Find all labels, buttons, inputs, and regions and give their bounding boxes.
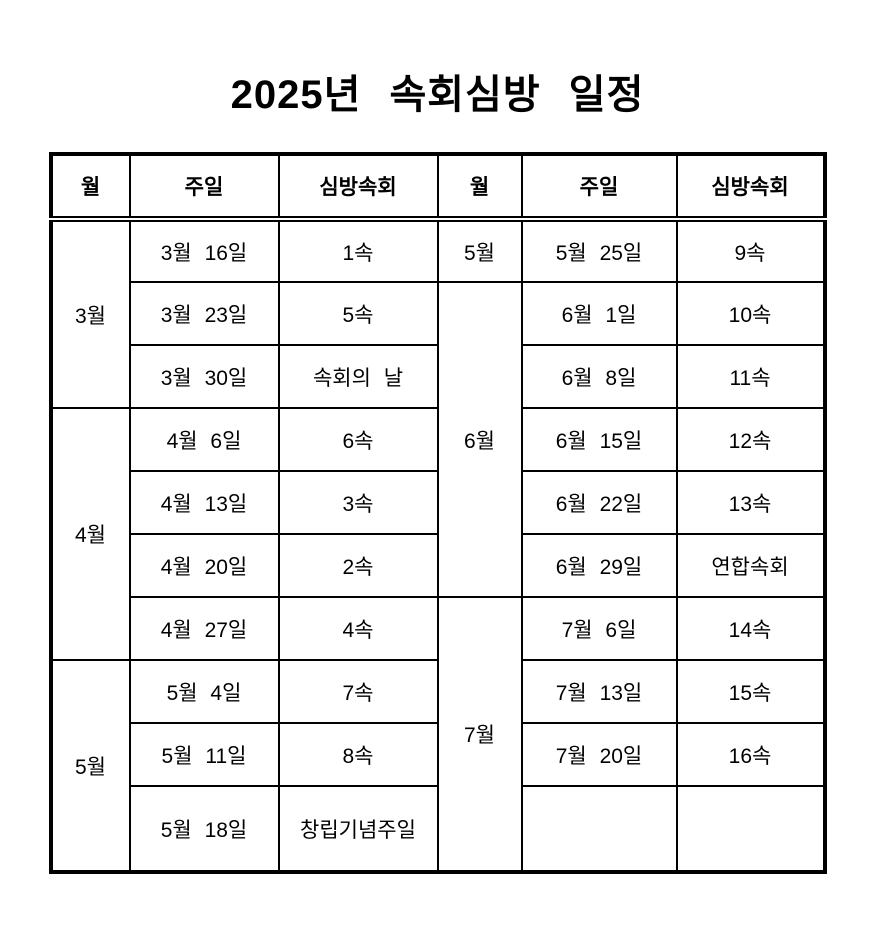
table-row: 5월 5월 4일 7속 7월 13일 15속 [49, 659, 826, 873]
group-cell: 13속 [675, 470, 826, 535]
group-cell: 3속 [277, 470, 439, 535]
table-row: 4월 20일 2속 6월 29일 연합속회 [51, 533, 826, 598]
date-cell: 6월 1일 [520, 281, 678, 346]
month-cell-may-right: 5월 [436, 218, 523, 283]
date-cell: 5월 25일 [520, 218, 678, 283]
date-cell: 4월 6일 [128, 407, 280, 472]
date-cell: 6월 29일 [520, 533, 678, 598]
group-cell: 8속 [277, 722, 439, 787]
date-cell: 3월 23일 [128, 281, 280, 346]
group-cell: 1속 [277, 218, 439, 283]
group-cell: 2속 [277, 533, 439, 598]
table-row: 3월 23일 5속 6월 6월 1일 10속 [51, 281, 826, 598]
column-header-group-right: 심방속회 [675, 153, 826, 222]
table-row: 4월 13일 3속 6월 22일 13속 [51, 470, 826, 535]
date-cell: 4월 20일 [128, 533, 280, 598]
group-cell: 5속 [277, 281, 439, 346]
month-cell-june-right: 6월 [436, 281, 523, 598]
group-cell: 4속 [277, 596, 439, 661]
column-header-group-left: 심방속회 [277, 153, 439, 222]
table-row: 5월 18일 창립기념주일 [51, 785, 826, 873]
date-cell: 7월 13일 [520, 659, 678, 724]
month-cell-march: 3월 [49, 218, 131, 409]
group-cell: 속회의 날 [277, 344, 439, 409]
date-cell: 4월 27일 [128, 596, 280, 661]
table-row: 3월 3월 16일 1속 5월 5월 25일 9속 [49, 218, 826, 409]
group-cell: 14속 [675, 596, 826, 661]
column-header-month-left: 월 [49, 153, 131, 222]
group-cell: 창립기념주일 [277, 785, 439, 873]
column-header-sunday-right: 주일 [520, 153, 678, 222]
date-cell: 3월 30일 [128, 344, 280, 409]
month-cell-april: 4월 [49, 407, 131, 661]
date-cell-empty [520, 785, 678, 873]
group-cell: 15속 [675, 659, 826, 724]
group-cell-empty [675, 785, 826, 873]
group-cell: 9속 [675, 218, 826, 283]
group-cell: 11속 [675, 344, 826, 409]
column-header-month-right: 월 [436, 153, 523, 222]
group-cell: 16속 [675, 722, 826, 787]
table-row: 5월 11일 8속 7월 20일 16속 [51, 722, 826, 787]
month-cell-july-right: 7월 [436, 596, 523, 873]
month-cell-may-left: 5월 [49, 659, 131, 873]
group-cell: 10속 [675, 281, 826, 346]
group-cell: 연합속회 [675, 533, 826, 598]
date-cell: 4월 13일 [128, 470, 280, 535]
date-cell: 5월 4일 [128, 659, 280, 724]
table-row: 3월 30일 속회의 날 6월 8일 11속 [51, 344, 826, 409]
date-cell: 3월 16일 [128, 218, 280, 283]
table-row: 4월 4월 6일 6속 6월 15일 12속 [49, 407, 826, 661]
document-title: 2025년 속회심방 일정 [230, 73, 645, 117]
date-cell: 5월 18일 [128, 785, 280, 873]
date-cell: 6월 8일 [520, 344, 678, 409]
group-cell: 12속 [675, 407, 826, 472]
group-cell: 6속 [277, 407, 439, 472]
table-row: 4월 27일 4속 7월 7월 6일 14속 [51, 596, 826, 873]
date-cell: 6월 15일 [520, 407, 678, 472]
date-cell: 7월 6일 [520, 596, 678, 661]
date-cell: 5월 11일 [128, 722, 280, 787]
column-header-sunday-left: 주일 [128, 153, 280, 222]
schedule-table: 월 주일 심방속회 월 주일 심방속회 3월 3월 16일 1속 5월 5월 2… [48, 152, 827, 874]
date-cell: 7월 20일 [520, 722, 678, 787]
group-cell: 7속 [277, 659, 439, 724]
date-cell: 6월 22일 [520, 470, 678, 535]
header-row: 월 주일 심방속회 월 주일 심방속회 [49, 153, 826, 222]
